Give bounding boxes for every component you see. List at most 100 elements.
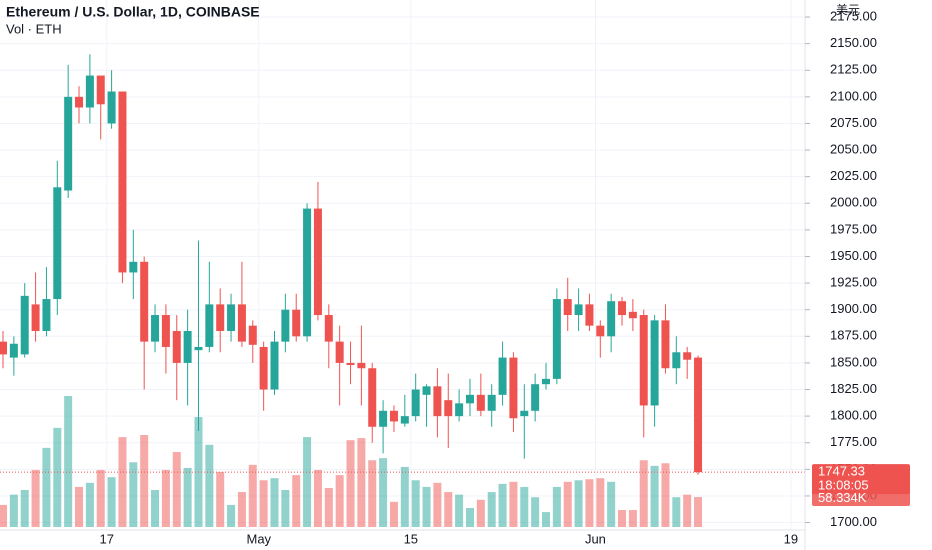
y-tick-label: 2000.00 <box>830 195 877 210</box>
candle-body <box>498 357 507 395</box>
volume-bar <box>628 510 637 527</box>
x-tick-label: 15 <box>404 531 418 546</box>
volume-bar <box>183 467 192 527</box>
x-tick-label: May <box>246 531 271 546</box>
candle-body <box>607 301 616 337</box>
y-tick-label: 2100.00 <box>830 88 877 103</box>
candle-body <box>64 96 73 191</box>
candle-body <box>194 346 203 351</box>
volume-bar <box>368 460 377 527</box>
candle-body <box>444 400 453 417</box>
volume-bar <box>0 504 7 527</box>
y-tick-label: 1700.00 <box>830 514 877 529</box>
volume-label-box <box>812 491 910 507</box>
volume-bar <box>9 494 18 527</box>
volume-bar <box>563 481 572 527</box>
candle-body <box>476 394 485 411</box>
candle-body <box>487 394 496 411</box>
volume-bar <box>509 481 518 527</box>
candle-body <box>411 389 420 417</box>
candle-body <box>672 352 681 369</box>
last-price-box <box>812 464 910 495</box>
y-tick-label: 1950.00 <box>830 248 877 263</box>
volume-bar <box>96 469 105 527</box>
candle-body <box>248 325 257 345</box>
volume-bar <box>531 497 540 527</box>
y-tick-label: 1875.00 <box>830 328 877 343</box>
candle-body <box>0 341 7 355</box>
volume-bar <box>455 494 464 527</box>
candle-body <box>389 410 398 422</box>
volume-bar <box>140 435 149 527</box>
volume-bar <box>237 492 246 527</box>
volume-bar <box>389 501 398 527</box>
volume-bar <box>64 396 73 527</box>
candle-body <box>585 304 594 326</box>
volume-bar <box>335 475 344 527</box>
candle-body <box>205 304 214 347</box>
volume-bar <box>411 480 420 527</box>
volume-bar <box>151 490 160 527</box>
volume-bar <box>618 510 627 527</box>
volume-bar <box>281 490 290 527</box>
volume-bar <box>683 494 692 527</box>
volume-bar <box>346 440 355 527</box>
candle-body <box>96 75 105 105</box>
volume-bar <box>172 451 181 527</box>
y-tick-label: 1975.00 <box>830 221 877 236</box>
countdown: 18:08:05 <box>818 478 869 493</box>
y-tick-label: 1900.00 <box>830 301 877 316</box>
candle-body <box>400 416 409 424</box>
volume-bar <box>227 504 236 527</box>
volume-bar <box>444 492 453 527</box>
volume-bar <box>270 478 279 527</box>
volume-bar <box>20 490 29 527</box>
y-tick-label: 2025.00 <box>830 168 877 183</box>
volume-bar <box>672 497 681 527</box>
volume-bar <box>650 465 659 527</box>
candle-body <box>694 357 703 473</box>
volume-bar <box>303 437 312 527</box>
volume-bar <box>205 444 214 527</box>
volume-bar <box>694 497 703 527</box>
candle-body <box>85 75 94 108</box>
volume-bar <box>574 480 583 527</box>
candle-body <box>542 378 550 385</box>
x-tick-label: 19 <box>784 531 798 546</box>
candle-body <box>368 368 377 427</box>
candle-body <box>31 304 40 331</box>
y-tick-label: 2125.00 <box>830 62 877 77</box>
volume-bar <box>75 486 84 527</box>
price-pane <box>0 54 805 475</box>
candle-body <box>639 315 648 406</box>
volume-bar <box>661 463 670 527</box>
grid <box>0 0 805 530</box>
candle-body <box>270 341 279 390</box>
volume-bar <box>42 447 51 527</box>
candle-body <box>172 330 181 363</box>
volume-bar <box>379 458 388 527</box>
volume-bar <box>129 462 138 527</box>
volume-bar <box>422 486 431 527</box>
x-tick-label: 17 <box>100 531 114 546</box>
candle-body <box>151 315 160 342</box>
candle-body <box>628 311 637 319</box>
candle-body <box>118 91 127 273</box>
candle-body <box>531 384 540 411</box>
volume-bar <box>476 499 485 527</box>
volume-bar <box>552 486 561 527</box>
candle-body <box>683 352 692 360</box>
volume-bar <box>465 507 474 527</box>
candle-body <box>237 304 246 342</box>
candle-body <box>75 96 84 108</box>
volume-bar <box>433 482 442 527</box>
x-tick-label: Jun <box>585 531 606 546</box>
candle-body <box>563 299 572 316</box>
candle-body <box>357 362 366 369</box>
candle-body <box>618 301 627 316</box>
volume-bar <box>53 427 62 527</box>
volume-bar <box>542 512 550 527</box>
candle-body <box>520 410 529 417</box>
candle-body <box>140 261 149 342</box>
